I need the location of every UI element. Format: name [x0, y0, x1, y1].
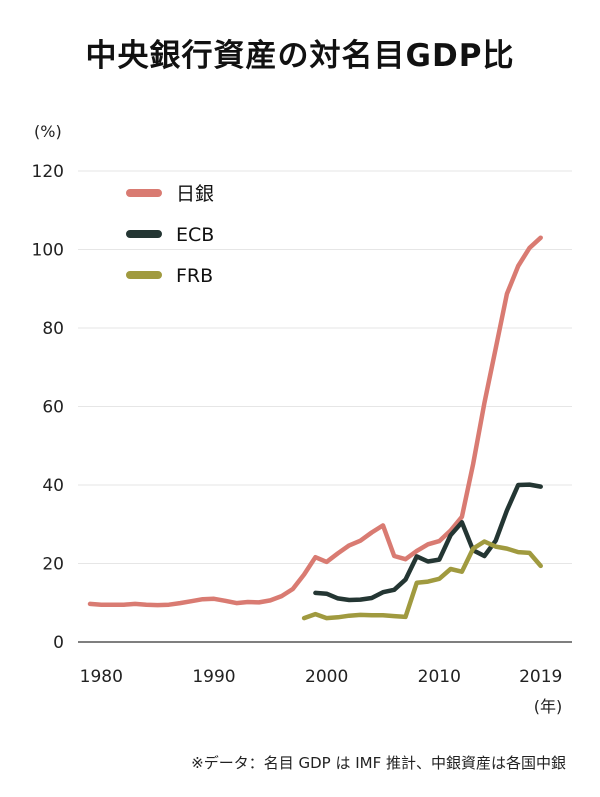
series-line-ECB	[313, 482, 543, 603]
chart-title: 中央銀行資産の対名目GDP比	[85, 38, 515, 74]
x-tick-label: 2019	[519, 667, 562, 687]
x-tick-label: 2010	[418, 667, 461, 687]
source-note: ※データ：名目 GDP は IMF 推計、中銀資産は各国中銀	[191, 754, 566, 772]
y-tick-label: 100	[32, 241, 64, 261]
grid-lines	[78, 170, 572, 643]
y-tick-label: 20	[42, 555, 64, 575]
y-axis-ticks: 0 20 40 60 80 100 120	[32, 162, 64, 653]
y-tick-label: 120	[32, 162, 64, 182]
legend: 日銀 ECB FRB	[126, 183, 214, 287]
series-line-FRB	[301, 539, 543, 621]
y-tick-label: 0	[53, 633, 64, 653]
series-lines	[87, 235, 543, 621]
x-tick-label: 1980	[80, 667, 123, 687]
x-tick-label: 2000	[305, 667, 348, 687]
y-tick-label: 80	[42, 319, 64, 339]
series-line-日銀	[87, 235, 543, 608]
legend-label: ECB	[176, 224, 214, 246]
x-axis-unit: (年)	[534, 697, 563, 716]
legend-label: 日銀	[176, 183, 214, 205]
legend-label: FRB	[176, 265, 213, 287]
y-tick-label: 40	[42, 476, 64, 496]
y-axis-unit: (%)	[34, 122, 62, 141]
y-tick-label: 60	[42, 398, 64, 418]
x-tick-label: 1990	[192, 667, 235, 687]
x-axis-ticks: 1980 1990 2000 2010 2019	[80, 667, 563, 687]
